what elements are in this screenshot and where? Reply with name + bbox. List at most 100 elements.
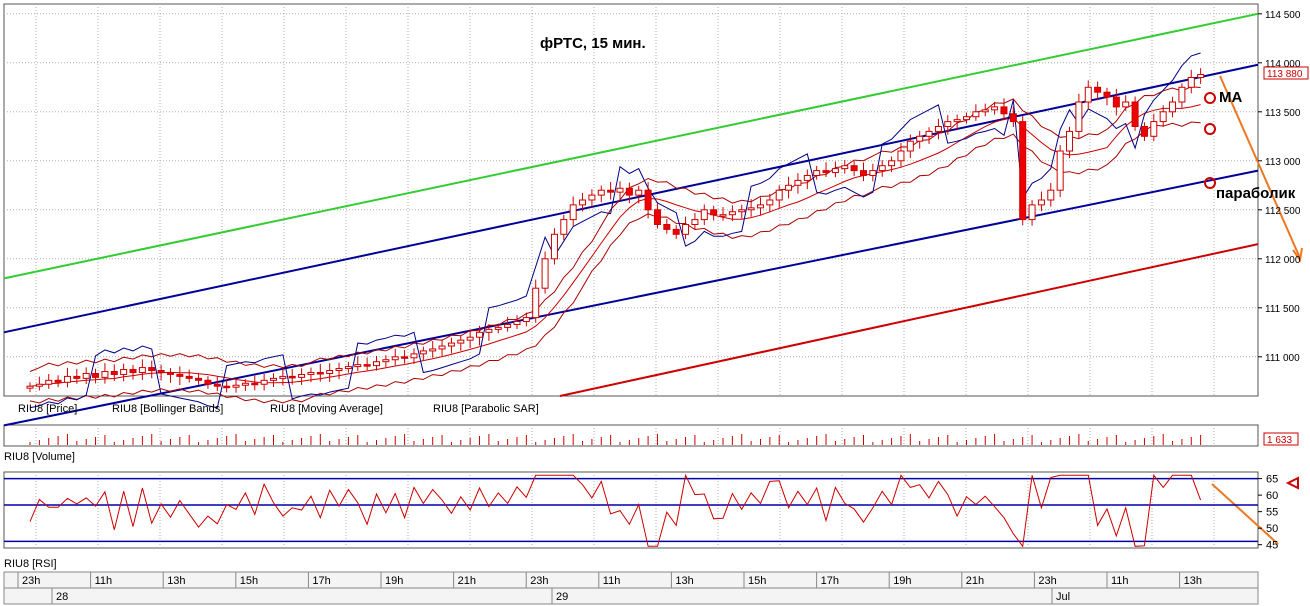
candle-body (1037, 199, 1045, 206)
candle-body (354, 364, 362, 368)
candle-body (607, 189, 615, 193)
candle-body (410, 353, 418, 359)
date-tick-label: 29 (556, 591, 568, 603)
candle-body (747, 207, 755, 211)
candle-body (700, 209, 708, 221)
candle-body (803, 175, 811, 181)
annotation-circle (1204, 92, 1216, 104)
time-tick-label: 11h (603, 575, 621, 587)
volume-label: RIU8 [Volume] (4, 451, 75, 463)
candle-body (1028, 204, 1036, 221)
time-tick-label: 19h (893, 575, 911, 587)
candle-body (120, 369, 128, 375)
candle-body (232, 384, 240, 388)
panel-frames (3, 3, 1259, 605)
candle-body (719, 214, 727, 217)
annotation-ma: MA (1219, 89, 1242, 106)
candle-body (269, 377, 277, 381)
candle-body (1197, 74, 1205, 78)
candle-body (251, 382, 259, 386)
candle-body (476, 331, 484, 338)
last-price-box (1263, 66, 1309, 80)
channel-line-blue-upper (3, 63, 1259, 334)
rsi-tick-label: 45 (1266, 540, 1278, 552)
time-tick-label: 13h (1184, 575, 1202, 587)
candle-body (991, 106, 999, 111)
candle-body (382, 359, 390, 363)
candle-body (457, 339, 465, 344)
candle-body (401, 356, 409, 359)
candle-body (1169, 101, 1177, 113)
forecast-arrow-price (1219, 75, 1301, 259)
time-tick-label: 11h (1111, 575, 1129, 587)
time-tick-label: 19h (385, 575, 403, 587)
candle-body (1009, 113, 1017, 123)
candle-body (344, 366, 352, 370)
legend-price: RIU8 [Price] (18, 403, 77, 415)
candle-body (1159, 111, 1167, 123)
candle-body (785, 184, 793, 191)
price-tick-label: 113 500 (1265, 108, 1301, 119)
candle-body (391, 356, 399, 361)
candle-body (522, 317, 530, 323)
price-y-axis: 114 500 114 000 113 500 113 000 112 500 112 0… (1258, 10, 1301, 364)
price-tick-label: 111 500 (1265, 304, 1300, 315)
time-tick-label: 21h (966, 575, 984, 587)
time-axis-frame (3, 571, 1259, 589)
legend-ma: RIU8 [Moving Average] (270, 403, 383, 415)
candle-body (185, 375, 193, 379)
candle-body (569, 204, 577, 221)
candle-body (363, 364, 371, 367)
candle-body (438, 345, 446, 350)
candle-body (110, 371, 118, 375)
parabolic-sar-line (29, 52, 1201, 409)
candle-body (1131, 101, 1139, 127)
candle-body (1084, 86, 1092, 103)
time-tick-label: 15h (240, 575, 258, 587)
candle-body (616, 187, 624, 193)
last-volume-label: 1 633 (1267, 435, 1292, 446)
price-tick-label: 111 000 (1265, 353, 1300, 364)
candle-body (335, 368, 343, 372)
candle-body (953, 119, 961, 123)
candle-body (307, 371, 315, 375)
candle-body (850, 165, 858, 172)
volume-bars (29, 434, 1202, 445)
candle-body (298, 373, 306, 378)
candle-body (1122, 101, 1130, 108)
candle-body (195, 377, 203, 381)
candle-body (710, 209, 718, 216)
candle-body (138, 367, 146, 373)
time-tick-label: 17h (312, 575, 330, 587)
candle-body (504, 323, 512, 328)
time-tick-label: 23h (1038, 575, 1056, 587)
candle-body (326, 370, 334, 374)
candle-body (494, 326, 502, 330)
candle-body (213, 383, 221, 387)
volume-panel-frame (3, 424, 1259, 447)
candle-body (419, 350, 427, 355)
legend-bollinger: RIU8 [Bollinger Bands] (112, 403, 223, 415)
bollinger-lower (29, 121, 1201, 404)
time-tick-label: 23h (530, 575, 548, 587)
candle-body (1094, 86, 1102, 93)
rsi-level-arrow (1285, 476, 1299, 490)
candle-body (157, 370, 165, 373)
candle-body (204, 379, 212, 385)
candle-body (579, 199, 587, 206)
candle-body (1019, 121, 1027, 221)
candle-body (972, 111, 980, 118)
candle-body (897, 150, 905, 162)
candle-body (794, 179, 802, 186)
rsi-tick-label: 55 (1266, 507, 1278, 519)
annotation-circle (1204, 177, 1216, 189)
last-volume-box (1263, 432, 1299, 446)
rsi-line (4, 473, 1258, 548)
rsi-y-axis: 65 60 55 50 45 (1258, 474, 1278, 552)
candle-body (775, 189, 783, 201)
candle-body (241, 382, 249, 386)
candle-body (672, 228, 680, 235)
price-tick-label: 114 500 (1265, 10, 1301, 21)
channel-line-blue-lower (3, 169, 1259, 427)
